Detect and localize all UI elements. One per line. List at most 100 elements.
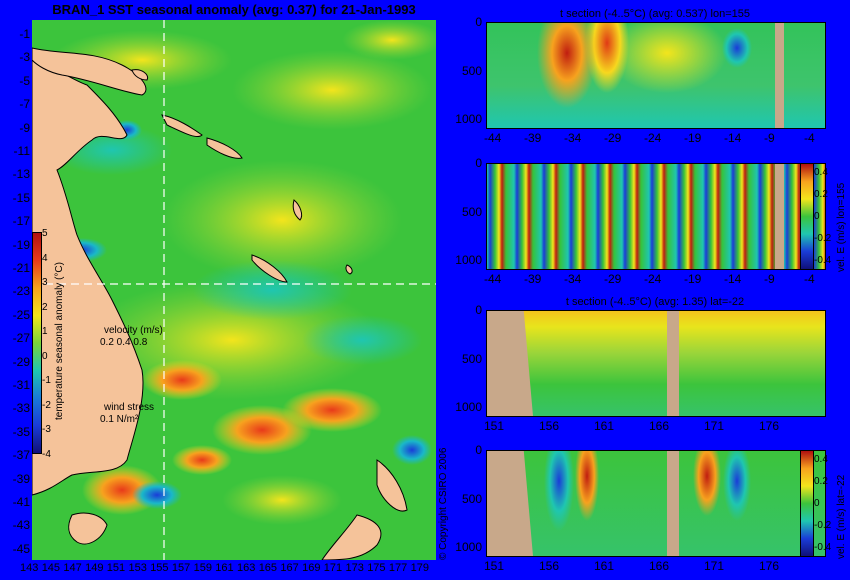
longitude-label: 167 <box>280 562 299 574</box>
latitude-label: -41 <box>12 495 30 509</box>
wind-legend: wind stress 0.1 N/m² <box>84 402 154 426</box>
depth-tick: 500 <box>461 491 482 506</box>
longitude-tick: 156 <box>539 419 560 433</box>
wind-scale: 0.1 N/m² <box>100 414 139 425</box>
land-mask <box>667 451 679 556</box>
velocity-colorbar-tick: 0.2 <box>814 476 828 487</box>
longitude-label: 165 <box>258 562 278 574</box>
longitude-tick: 161 <box>594 419 615 433</box>
depth-tick: 0 <box>475 303 482 317</box>
velocity-section-panel <box>486 163 826 270</box>
depth-tick: 0 <box>475 156 482 170</box>
colorbar-tick: 2 <box>42 301 48 313</box>
panel-title: t section (-4..5°C) (avg: 0.537) lon=155 <box>560 8 750 20</box>
velocity-colorbar-tick: 0.4 <box>814 454 828 465</box>
longitude-label: 159 <box>193 562 212 574</box>
latitude-tick: -29 <box>604 131 622 145</box>
land-mask <box>487 311 533 416</box>
longitude-label: 155 <box>150 562 169 574</box>
velocity-colorbar-tick: 0 <box>814 211 820 222</box>
velocity-colorbar <box>800 450 814 557</box>
longitude-label: 145 <box>41 562 61 574</box>
land-mask <box>775 23 784 128</box>
velocity-colorbar-tick: -0.2 <box>814 233 832 244</box>
latitude-label: -15 <box>12 190 30 205</box>
depth-tick: 1000 <box>455 253 482 267</box>
map-canvas <box>32 20 436 560</box>
longitude-label: 177 <box>388 562 408 574</box>
longitude-label: 153 <box>128 562 147 574</box>
velocity-legend: velocity (m/s) 0.2 0.4 0.8 <box>84 325 163 349</box>
longitude-tick: 166 <box>649 559 670 573</box>
velocity-colorbar-tick: 0 <box>814 498 820 509</box>
longitude-label: 147 <box>63 562 82 574</box>
latitude-tick: -44 <box>484 272 502 286</box>
latitude-label: -33 <box>12 401 30 416</box>
latitude-label: -1 <box>19 27 30 41</box>
colorbar-tick: -2 <box>42 399 51 411</box>
latitude-tick: -24 <box>644 272 662 286</box>
velocity-colorbar <box>800 163 814 270</box>
temperature-section-panel <box>486 22 826 129</box>
temperature-section-panel <box>486 310 826 417</box>
latitude-label: -35 <box>12 424 30 439</box>
latitude-label: -45 <box>12 541 30 556</box>
panel-title: t section (-4..5°C) (avg: 1.35) lat=-22 <box>565 296 745 308</box>
longitude-tick: 151 <box>484 559 505 573</box>
velocity-colorbar-tick: 0.2 <box>814 189 828 200</box>
latitude-label: -39 <box>12 471 30 486</box>
longitude-label: 169 <box>302 562 321 574</box>
latitude-label: -17 <box>12 214 30 229</box>
latitude-label: -11 <box>13 144 30 158</box>
latitude-tick: -44 <box>484 131 502 145</box>
longitude-label: 173 <box>345 562 364 574</box>
land-mask <box>775 164 784 269</box>
depth-tick: 1000 <box>455 540 482 554</box>
longitude-label: 171 <box>323 562 343 574</box>
depth-tick: 500 <box>461 351 482 366</box>
latitude-label: -43 <box>12 518 30 533</box>
latitude-tick: -14 <box>724 131 742 145</box>
latitude-label: -9 <box>19 120 30 135</box>
latitude-tick: -19 <box>684 131 702 145</box>
latitude-label: -13 <box>12 167 30 182</box>
latitude-tick: -24 <box>644 131 662 145</box>
depth-tick: 0 <box>475 15 482 29</box>
depth-tick: 1000 <box>455 112 482 126</box>
temperature-colorbar <box>32 232 42 454</box>
longitude-label: 179 <box>410 562 429 574</box>
map-title: BRAN_1 SST seasonal anomaly (avg: 0.37) … <box>52 2 416 17</box>
velocity-colorbar-tick: -0.4 <box>814 542 832 553</box>
latitude-label: -21 <box>12 261 30 275</box>
latitude-tick: -34 <box>564 272 582 286</box>
latitude-label: -7 <box>19 97 30 112</box>
latitude-tick: -4 <box>804 131 815 145</box>
latitude-tick: -4 <box>804 272 815 286</box>
depth-tick: 500 <box>461 204 482 219</box>
depth-tick: 0 <box>475 443 482 457</box>
velocity-side-label: vel. E (m/s) lat=-22 <box>836 474 847 559</box>
longitude-label: 151 <box>106 562 126 574</box>
latitude-label: -37 <box>12 448 30 463</box>
latitude-tick: -14 <box>724 272 742 286</box>
velocity-colorbar-tick: 0.4 <box>814 167 828 178</box>
colorbar-tick: -3 <box>42 424 51 435</box>
longitude-tick: 171 <box>704 419 725 433</box>
velocity-section-panel <box>486 450 826 557</box>
latitude-tick: -9 <box>764 131 775 145</box>
colorbar-tick: 5 <box>42 228 48 239</box>
latitude-label: -23 <box>12 284 30 299</box>
velocity-colorbar-tick: -0.4 <box>814 255 832 266</box>
latitude-label: -27 <box>12 331 30 346</box>
colorbar-tick: 0 <box>42 350 48 362</box>
velocity-label: velocity (m/s) <box>104 325 163 336</box>
latitude-label: -29 <box>12 354 30 369</box>
latitude-label: -19 <box>12 237 30 252</box>
latitude-tick: -29 <box>604 272 622 286</box>
longitude-label: 157 <box>171 562 191 574</box>
land-mask <box>487 451 533 556</box>
longitude-label: 161 <box>215 562 234 574</box>
longitude-tick: 151 <box>484 419 505 433</box>
latitude-tick: -19 <box>684 272 702 286</box>
latitude-label: -5 <box>19 73 30 88</box>
